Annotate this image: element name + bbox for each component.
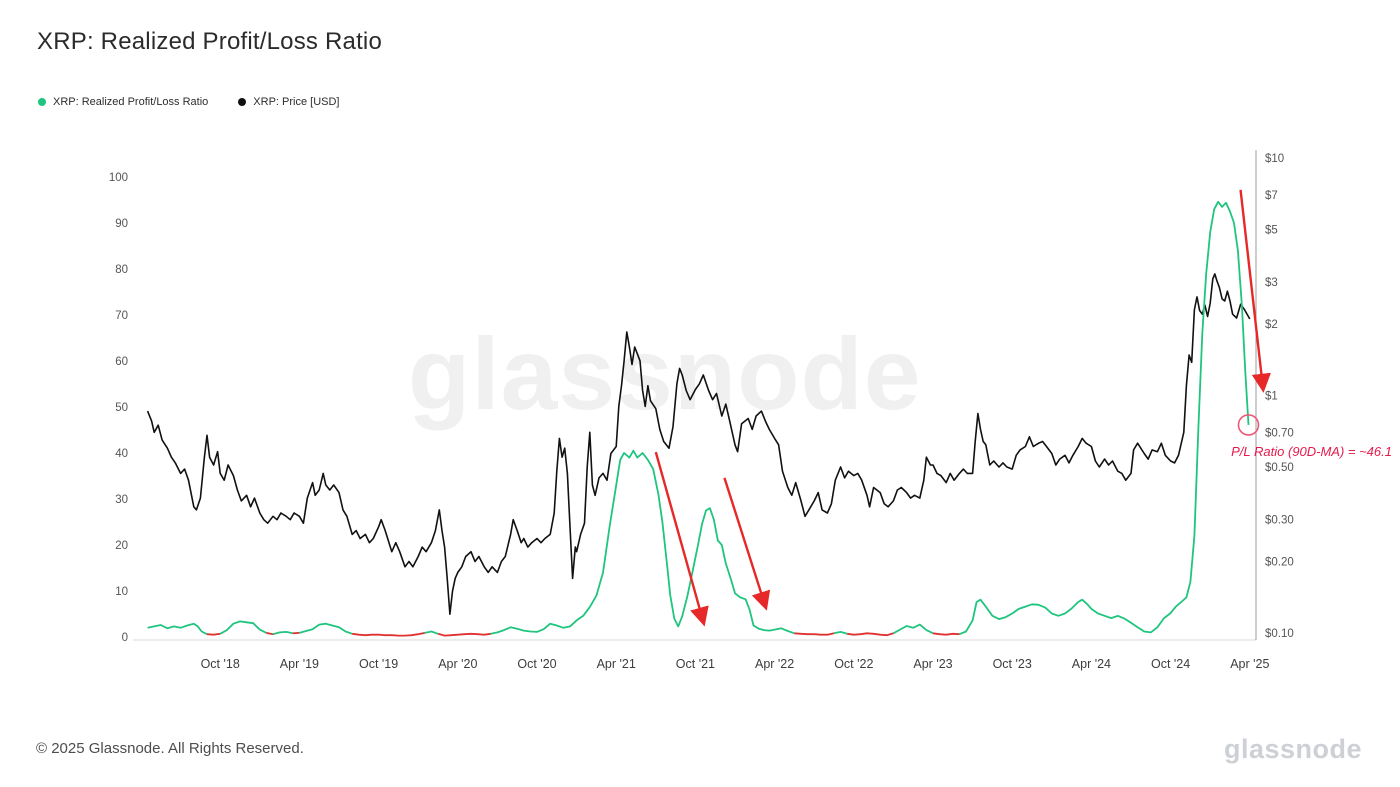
svg-text:$5: $5	[1265, 224, 1278, 236]
page-title: XRP: Realized Profit/Loss Ratio	[37, 28, 383, 55]
svg-text:Apr '24: Apr '24	[1072, 657, 1111, 671]
svg-text:Apr '22: Apr '22	[755, 657, 794, 671]
svg-text:10: 10	[115, 586, 128, 598]
legend-item-price[interactable]: XRP: Price [USD]	[238, 96, 339, 108]
svg-text:$10: $10	[1265, 153, 1284, 165]
svg-text:P/L Ratio (90D-MA) = ~46.1: P/L Ratio (90D-MA) = ~46.1	[1231, 444, 1392, 459]
svg-text:$0.20: $0.20	[1265, 557, 1294, 569]
legend-item-ratio[interactable]: XRP: Realized Profit/Loss Ratio	[38, 96, 208, 108]
svg-text:Apr '20: Apr '20	[438, 657, 477, 671]
copyright: © 2025 Glassnode. All Rights Reserved.	[36, 740, 304, 757]
svg-text:Oct '19: Oct '19	[359, 657, 398, 671]
svg-text:Oct '21: Oct '21	[676, 657, 715, 671]
svg-text:$1: $1	[1265, 391, 1278, 403]
svg-text:70: 70	[115, 310, 128, 322]
svg-text:80: 80	[115, 264, 128, 276]
legend-price-label: XRP: Price [USD]	[253, 96, 340, 108]
svg-text:Apr '19: Apr '19	[280, 657, 319, 671]
svg-text:$0.30: $0.30	[1265, 515, 1294, 527]
svg-text:Apr '25: Apr '25	[1230, 657, 1269, 671]
svg-text:60: 60	[115, 356, 128, 368]
svg-text:$0.50: $0.50	[1265, 462, 1294, 474]
svg-text:Apr '23: Apr '23	[913, 657, 952, 671]
svg-text:100: 100	[109, 172, 128, 184]
svg-text:$3: $3	[1265, 277, 1278, 289]
legend: XRP: Realized Profit/Loss Ratio XRP: Pri…	[38, 96, 339, 108]
chart-canvas[interactable]: 0 10 20 30 40 50 60 70 80 90 100 $10 $7 $5 $3 $2 $1 $0.70…	[0, 0, 1400, 700]
svg-text:Apr '21: Apr '21	[597, 657, 636, 671]
legend-ratio-dot-icon	[38, 98, 46, 106]
svg-text:90: 90	[115, 218, 128, 230]
svg-text:0: 0	[122, 632, 128, 644]
svg-text:20: 20	[115, 540, 128, 552]
svg-text:50: 50	[115, 402, 128, 414]
legend-price-dot-icon	[238, 98, 247, 106]
svg-text:30: 30	[115, 494, 128, 506]
svg-text:$0.10: $0.10	[1265, 628, 1294, 640]
svg-text:$7: $7	[1265, 190, 1278, 202]
svg-text:Oct '22: Oct '22	[834, 657, 873, 671]
svg-text:Oct '20: Oct '20	[517, 657, 556, 671]
svg-text:$0.70: $0.70	[1265, 427, 1294, 439]
svg-text:40: 40	[115, 448, 128, 460]
svg-text:Oct '24: Oct '24	[1151, 657, 1190, 671]
svg-text:$2: $2	[1265, 319, 1278, 331]
legend-ratio-label: XRP: Realized Profit/Loss Ratio	[53, 96, 209, 108]
glassnode-logo: glassnode	[1223, 734, 1362, 764]
svg-text:Oct '23: Oct '23	[993, 657, 1032, 671]
svg-text:Oct '18: Oct '18	[201, 657, 240, 671]
